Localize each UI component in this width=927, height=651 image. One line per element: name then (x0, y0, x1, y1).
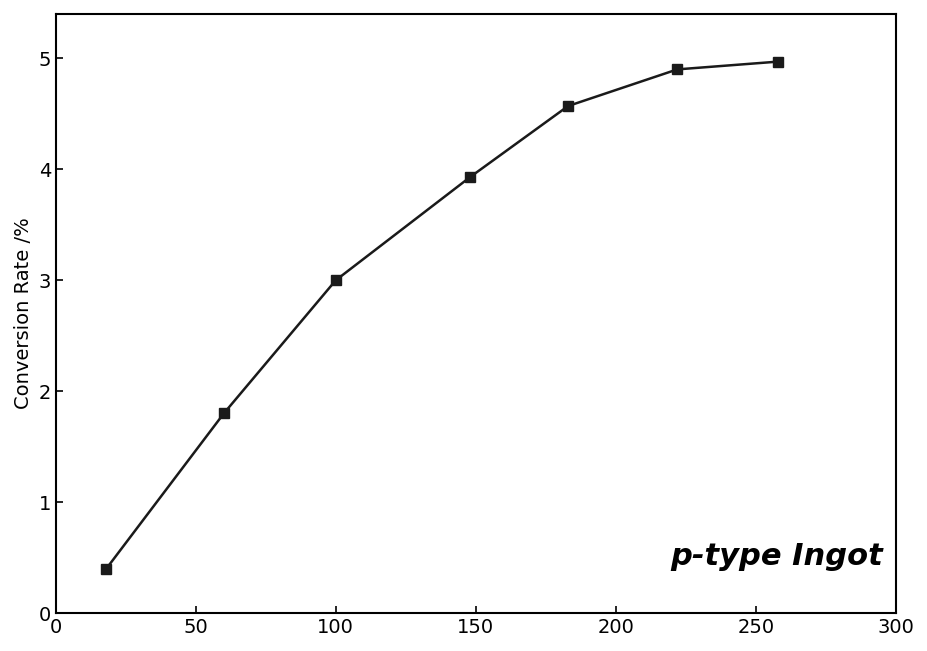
Text: p-type Ingot: p-type Ingot (669, 542, 883, 572)
Y-axis label: Conversion Rate /%: Conversion Rate /% (14, 217, 32, 409)
